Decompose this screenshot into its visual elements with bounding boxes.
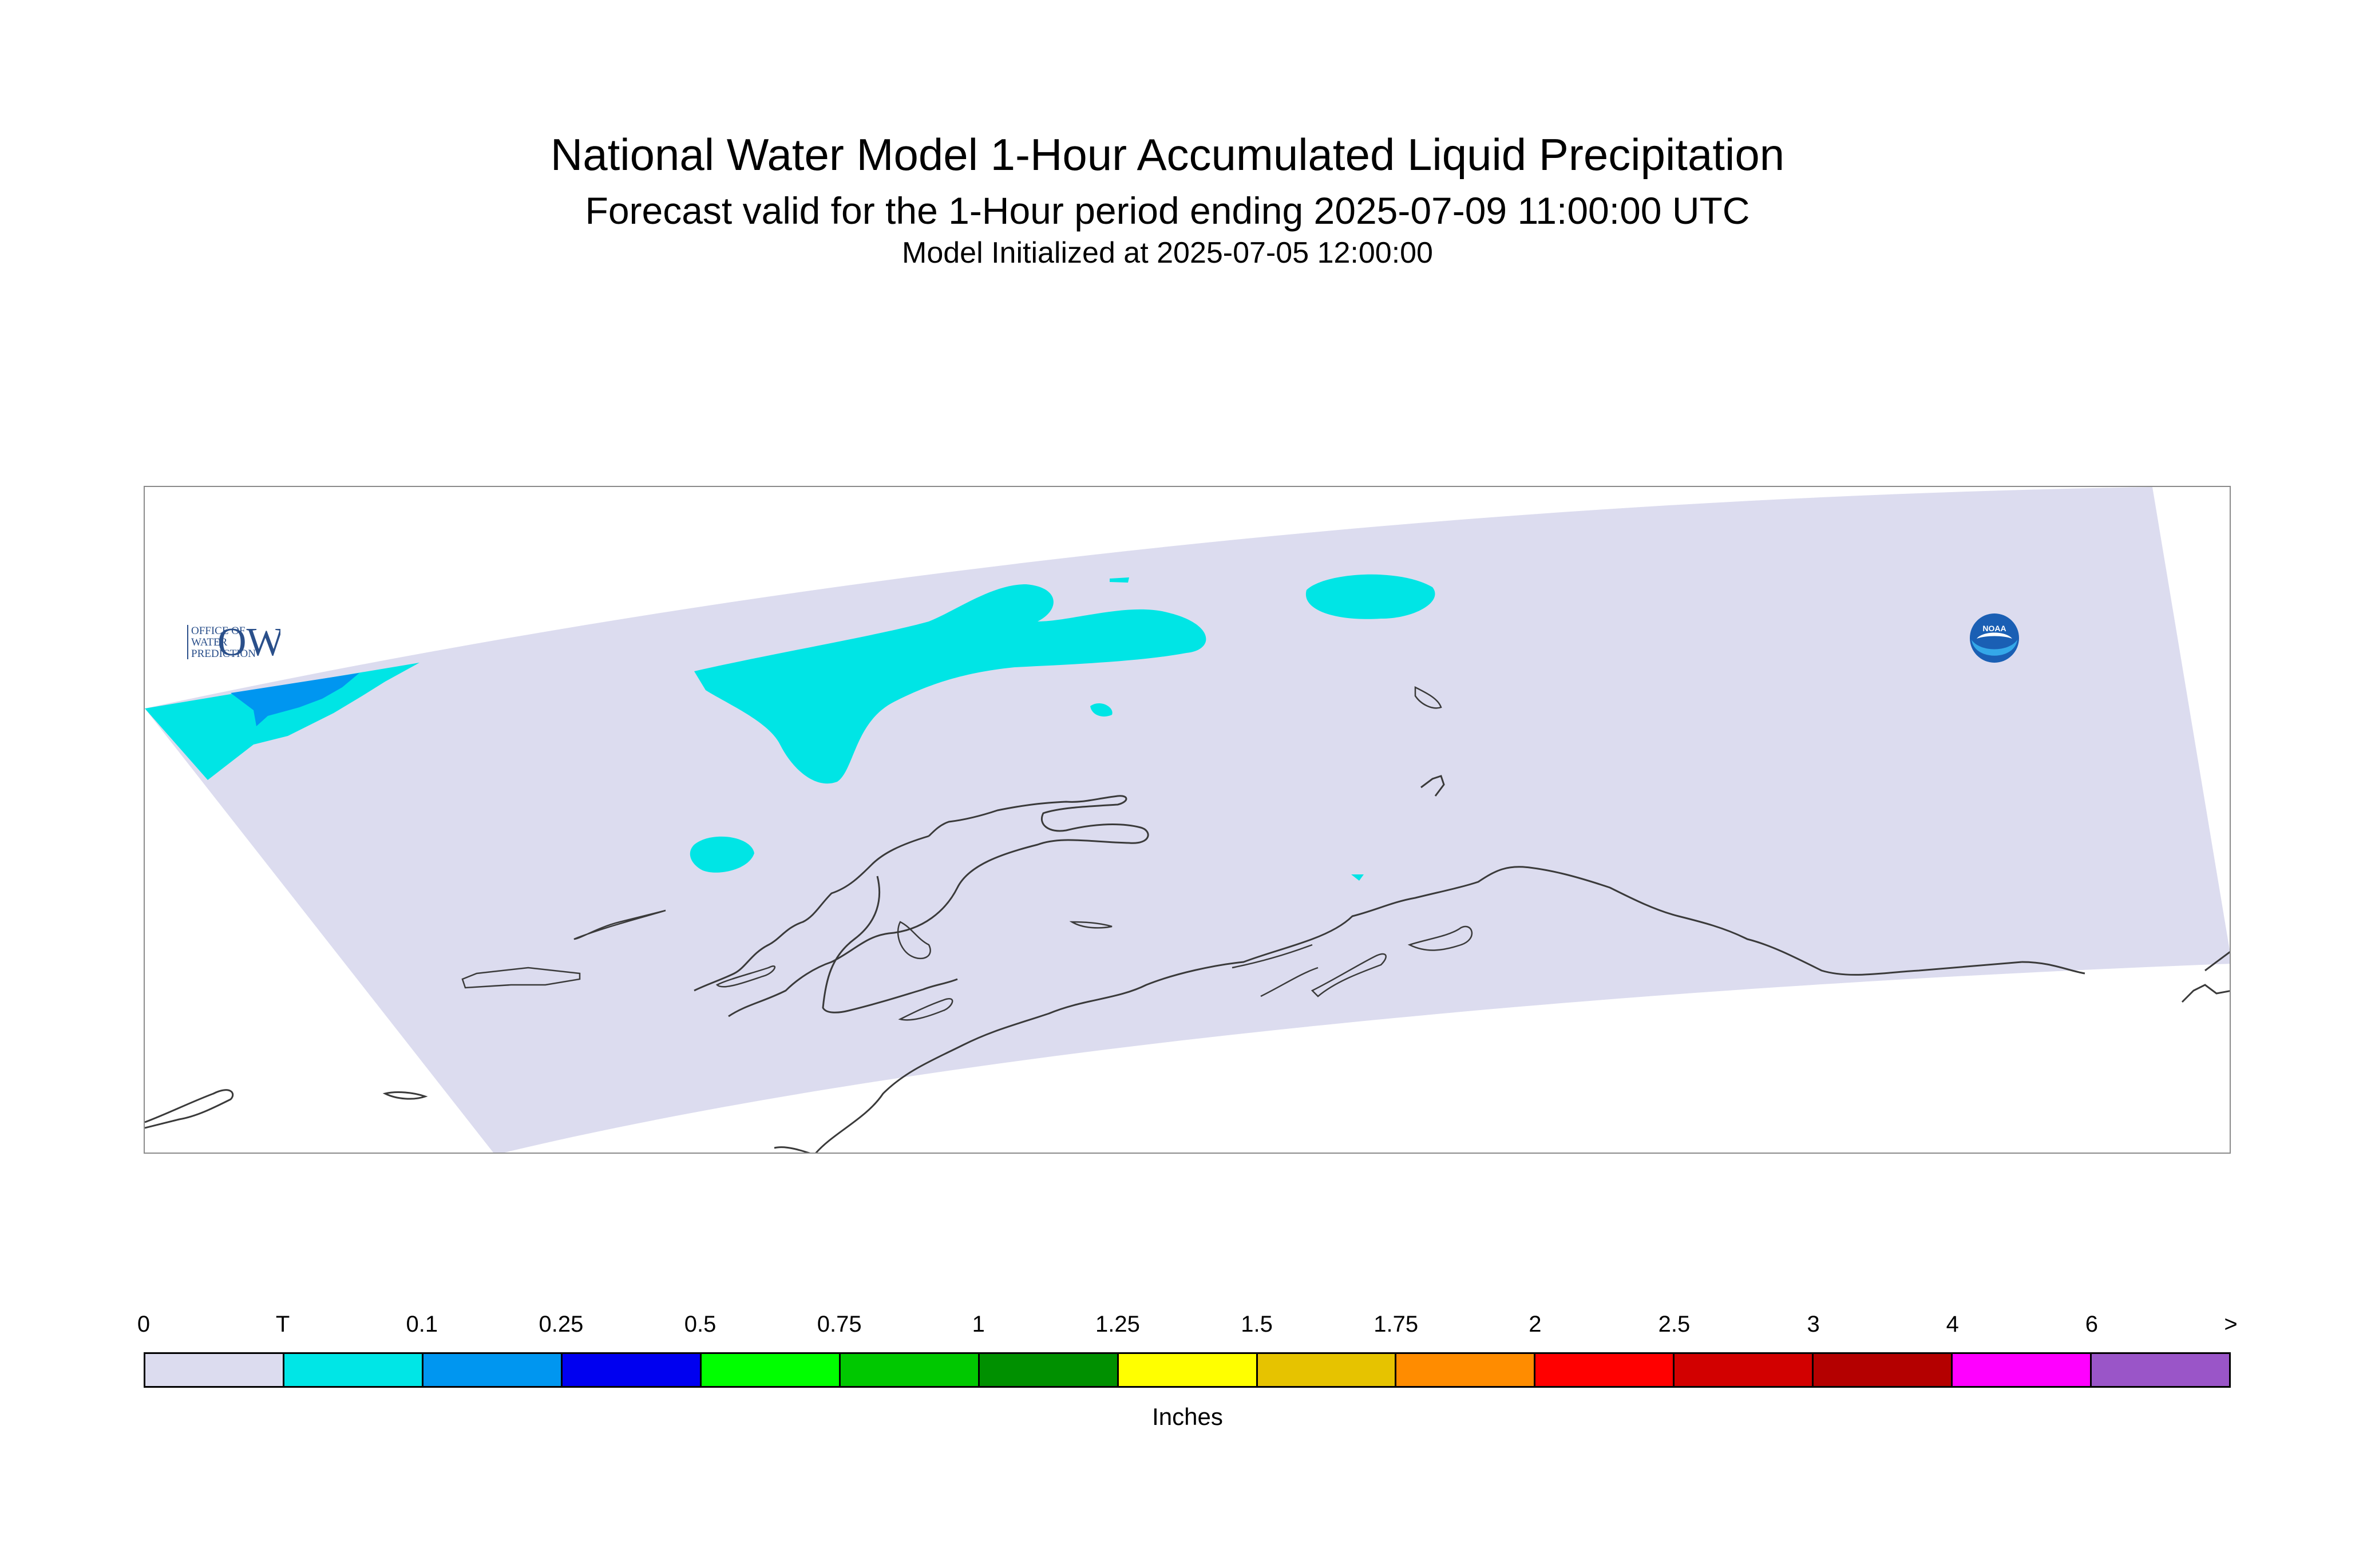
colorbar-segment — [1675, 1354, 1814, 1386]
colorbar-segment — [1535, 1354, 1675, 1386]
colorbar-segment — [701, 1354, 841, 1386]
colorbar-tick-label: 6 — [2085, 1312, 2098, 1337]
noaa-text: NOAA — [1982, 624, 2006, 633]
precip-trace-areas — [145, 574, 1435, 881]
map-panel — [144, 486, 2231, 1154]
precipitation-map — [145, 487, 2230, 1153]
colorbar-segment — [284, 1354, 423, 1386]
colorbar-tick-label: 0.1 — [406, 1312, 438, 1337]
owp-line3: PREDICTION — [191, 648, 256, 660]
colorbar-segment — [562, 1354, 702, 1386]
colorbar-segment — [1257, 1354, 1397, 1386]
owp-logo: OWP OFFICE OF WATER PREDICTION — [187, 620, 280, 664]
colorbar-tick-label: 0.5 — [684, 1312, 717, 1337]
colorbar-tick-label: 1 — [972, 1312, 985, 1337]
colorbar-tick-label: 1.75 — [1373, 1312, 1419, 1337]
colorbar-tick-label: > — [2224, 1312, 2238, 1337]
colorbar-tick-label: 1.25 — [1095, 1312, 1140, 1337]
noaa-bird — [1977, 632, 2012, 639]
colorbar-tick-label: 4 — [1946, 1312, 1959, 1337]
colorbar-segment — [2092, 1354, 2230, 1386]
colorbar-segment — [979, 1354, 1119, 1386]
colorbar-segment — [423, 1354, 563, 1386]
coastlines — [145, 686, 2230, 1153]
colorbar-tick-label: T — [275, 1312, 290, 1337]
colorbar-tick-label: 3 — [1807, 1312, 1820, 1337]
model-init-line: Model Initialized at 2025-07-05 12:00:00 — [902, 236, 1433, 270]
owp-line2: WATER — [191, 636, 228, 648]
model-domain — [145, 487, 2230, 1153]
colorbar-segment — [1814, 1354, 1953, 1386]
colorbar-tick-label: 0 — [137, 1312, 151, 1337]
colorbar-tick-label: 1.5 — [1241, 1312, 1273, 1337]
colorbar — [144, 1352, 2231, 1388]
colorbar-unit-label: Inches — [1152, 1403, 1223, 1430]
colorbar-tick-label: 0.25 — [539, 1312, 584, 1337]
noaa-logo: NOAA — [1970, 613, 2019, 663]
colorbar-tick-label: 2 — [1529, 1312, 1542, 1337]
colorbar-segment — [840, 1354, 980, 1386]
colorbar-tick-label: 0.75 — [817, 1312, 862, 1337]
map-title: National Water Model 1-Hour Accumulated … — [550, 129, 1785, 180]
precip-tenth-area — [231, 673, 359, 726]
map-subtitle: Forecast valid for the 1-Hour period end… — [585, 189, 1750, 232]
colorbar-segment — [1118, 1354, 1258, 1386]
colorbar-tick-label: 2.5 — [1658, 1312, 1691, 1337]
colorbar-segment — [1396, 1354, 1536, 1386]
colorbar-segment — [1953, 1354, 2092, 1386]
noaa-wave — [1972, 640, 2017, 656]
owp-mark: OWP — [217, 620, 280, 664]
owp-line1: OFFICE OF — [191, 625, 246, 637]
colorbar-segment — [145, 1354, 284, 1386]
